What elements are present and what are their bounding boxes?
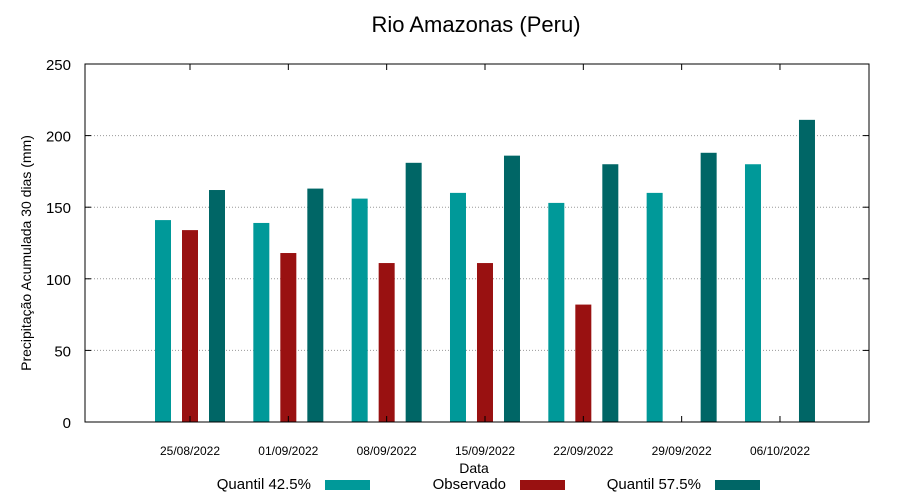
legend-swatch — [520, 480, 565, 490]
bar-3 — [798, 119, 815, 423]
legend-label: Quantil 57.5% — [607, 476, 701, 493]
x-tick-label: 06/10/2022 — [750, 444, 810, 458]
legend-label: Quantil 42.5% — [217, 476, 311, 493]
legend-swatch — [715, 480, 760, 490]
plot-frame — [84, 63, 870, 423]
y-tick-label: 100 — [46, 272, 71, 289]
bar-1 — [155, 220, 171, 422]
bar-1 — [449, 192, 466, 422]
legend: Quantil 42.5% Observado Quantil 57.5% — [217, 476, 760, 493]
bar-2 — [378, 263, 395, 422]
x-tick-label: 08/09/2022 — [357, 444, 417, 458]
x-tick-label: 15/09/2022 — [455, 444, 515, 458]
x-tick-label: 29/09/2022 — [652, 444, 712, 458]
y-axis-ticks: 0 50 100 150 200 250 — [46, 57, 869, 432]
bar-3 — [602, 164, 619, 423]
bar-2 — [575, 304, 592, 422]
y-tick-label: 200 — [46, 129, 71, 146]
bar-3 — [503, 155, 520, 422]
legend-label: Observado — [433, 476, 506, 493]
bar-3 — [700, 152, 717, 422]
bar-1 — [646, 192, 663, 422]
bar-2 — [476, 263, 493, 422]
y-tick-label: 250 — [46, 57, 71, 74]
bars — [155, 119, 815, 423]
chart-title: Rio Amazonas (Peru) — [371, 12, 580, 37]
x-tick-label: 22/09/2022 — [553, 444, 613, 458]
legend-swatch — [325, 480, 370, 490]
y-tick-label: 150 — [46, 200, 71, 217]
bar-1 — [351, 198, 368, 422]
bar-1 — [548, 202, 565, 422]
x-tick-label: 01/09/2022 — [258, 444, 318, 458]
bar-3 — [307, 188, 324, 422]
bar-2 — [280, 253, 297, 422]
x-axis-ticks: 25/08/2022 01/09/2022 08/09/2022 15/09/2022… — [160, 64, 810, 458]
bar-1 — [253, 222, 270, 422]
bar-1 — [744, 164, 761, 423]
bar-2 — [182, 230, 198, 422]
bar-3 — [209, 190, 225, 422]
y-tick-label: 50 — [54, 343, 71, 360]
x-tick-label: 25/08/2022 — [160, 444, 220, 458]
y-tick-label: 0 — [63, 415, 71, 432]
x-axis-label: Data — [459, 460, 489, 476]
y-axis-label: Precipitação Acumulada 30 dias (mm) — [18, 135, 34, 371]
bar-3 — [405, 162, 422, 423]
